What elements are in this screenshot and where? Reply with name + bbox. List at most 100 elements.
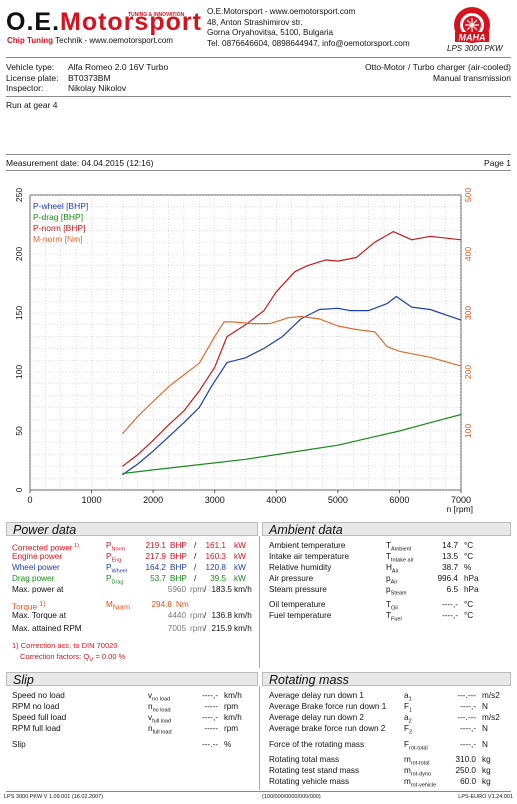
power-kw-value: 120.8 [205,563,227,572]
power-bhp-unit: BHP [170,563,187,572]
page-number: Page 1 [484,158,511,168]
y-right-tick-label: 400 [463,247,473,261]
torque-unit: Nm [176,600,189,609]
ambient-label: Ambient temperature [269,541,346,550]
rotating-value: 60.0 [460,777,476,786]
slip-value: ----- [204,702,218,711]
rotating-value: 310.0 [455,755,477,764]
slip-label: Speed full load [12,713,67,722]
ambient-label: Air pressure [269,574,314,583]
slip-unit: rpm [224,702,239,711]
rotating-unit: m/s2 [482,691,500,700]
power-bhp-value: 219.1 [145,541,167,550]
y-left-tick-label: 150 [14,306,24,320]
ambient-symbol: pSteam [386,585,407,597]
legend-entry: P-norm [BHP] [33,223,85,233]
power-row-label: Corrected power 1) [12,543,79,553]
divider [6,57,511,58]
slip-label: RPM no load [12,702,60,711]
ambient-unit: hPa [464,574,479,583]
ambient-value: ----,- [442,611,458,620]
rpm-unit: rpm [190,611,205,620]
slip-label: Speed no load [12,691,65,700]
logo-tagline: TUNING & INNOVATION [128,12,185,18]
company-address: O.E.Motorsport - www.oemotorsport.com 48… [207,7,410,48]
power-bhp-value: 53.7 [150,574,166,583]
ambient-data-header: Ambient data [262,522,511,537]
x-tick-label: 0 [27,495,32,505]
ambient-value: 996.4 [437,574,459,583]
max-rpm-label: Max. attained RPM [12,624,82,633]
x-tick-label: 4000 [266,495,286,505]
x-tick-label: 3000 [205,495,225,505]
slip-label: Slip [12,740,26,749]
rotating-label: Rotating total mass [269,755,340,764]
ambient-value: 13.5 [442,552,458,561]
series-line-1 [122,295,462,476]
ambient-unit: °C [464,541,474,550]
slip-symbol: vno load [148,691,171,703]
max-torque-speed: 136.8 [211,611,233,620]
power-symbol: PWheel [106,563,128,575]
ambient-value: 38.7 [442,563,458,572]
slip-label: RPM full load [12,724,61,733]
ambient-unit: hPa [464,585,479,594]
ambient-label: Relative humidity [269,563,332,572]
y-left-tick-label: 50 [14,426,24,436]
slip-unit: % [224,740,232,749]
rotating-unit: kg [482,755,491,764]
ambient-symbol: TIntake air [386,552,414,564]
power-chart: 0 1000 2000 3000 4000 5000 6000 7000 0 50 100 150 20… [14,188,473,514]
x-tick-label: 5000 [328,495,348,505]
slash: / [194,574,197,583]
ambient-value: 6.5 [446,585,458,594]
slip-unit: km/h [224,691,242,700]
slip-symbol: vfull load [148,713,172,725]
power-bhp-unit: BHP [170,574,187,583]
slip-header: Slip [6,672,258,687]
correction-factors: Correction factors: QV = 0.00 % [20,652,126,664]
x-axis-label: n [rpm] [447,504,473,514]
rotating-unit: N [482,740,488,749]
rotating-symbol: F1 [404,702,413,714]
rotating-label: Average delay run down 2 [269,713,364,722]
slip-unit: rpm [224,724,239,733]
measurement-date: Measurement date: 04.04.2015 (12:16) [6,158,154,168]
correction-note: 1) Correction acc. to DIN 70020 [12,641,118,650]
speed-unit: km/h [234,585,252,594]
power-kw-unit: kW [234,563,246,572]
power-kw-value: 160.3 [205,552,227,561]
rotating-value: ----,- [460,724,476,733]
rotating-value: 250.0 [455,766,477,775]
vehicle-info: Vehicle type: Alfa Romeo 2.0 16V Turbo Li… [6,62,169,93]
x-tick-label: 2000 [143,495,163,505]
logo: O.E.Motorsport [6,8,202,36]
y-right-tick-label: 100 [463,424,473,438]
ambient-value: ----,- [442,600,458,609]
rotating-unit: N [482,702,488,711]
power-bhp-unit: BHP [170,541,187,550]
rpm-unit: rpm [190,585,205,594]
ambient-symbol: TAmbient [386,541,412,553]
rotating-value: ---.--- [457,713,476,722]
rotating-label: Average brake force run down 2 [269,724,386,733]
divider [6,154,511,155]
ambient-label: Oil temperature [269,600,326,609]
torque-label: Torque 1) [12,601,46,612]
legend-entry: M-norm [Nm] [33,234,83,244]
max-torque-rpm: 4440 [167,611,186,620]
divider [6,791,511,792]
ambient-label: Fuel temperature [269,611,332,620]
speed-unit: km/h [234,624,252,633]
y-left-tick-label: 200 [14,247,24,261]
power-data-header: Power data [6,522,258,537]
divider [6,170,511,171]
power-kw-unit: kW [234,574,246,583]
lps-label: LPS 3000 PKW [447,44,503,53]
rotating-label: Rotating vehicle mass [269,777,350,786]
power-kw-unit: kW [234,541,246,550]
slip-value: ----- [204,724,218,733]
slash: / [194,541,197,550]
rotating-unit: m/s2 [482,713,500,722]
ambient-label: Intake air temperature [269,552,350,561]
